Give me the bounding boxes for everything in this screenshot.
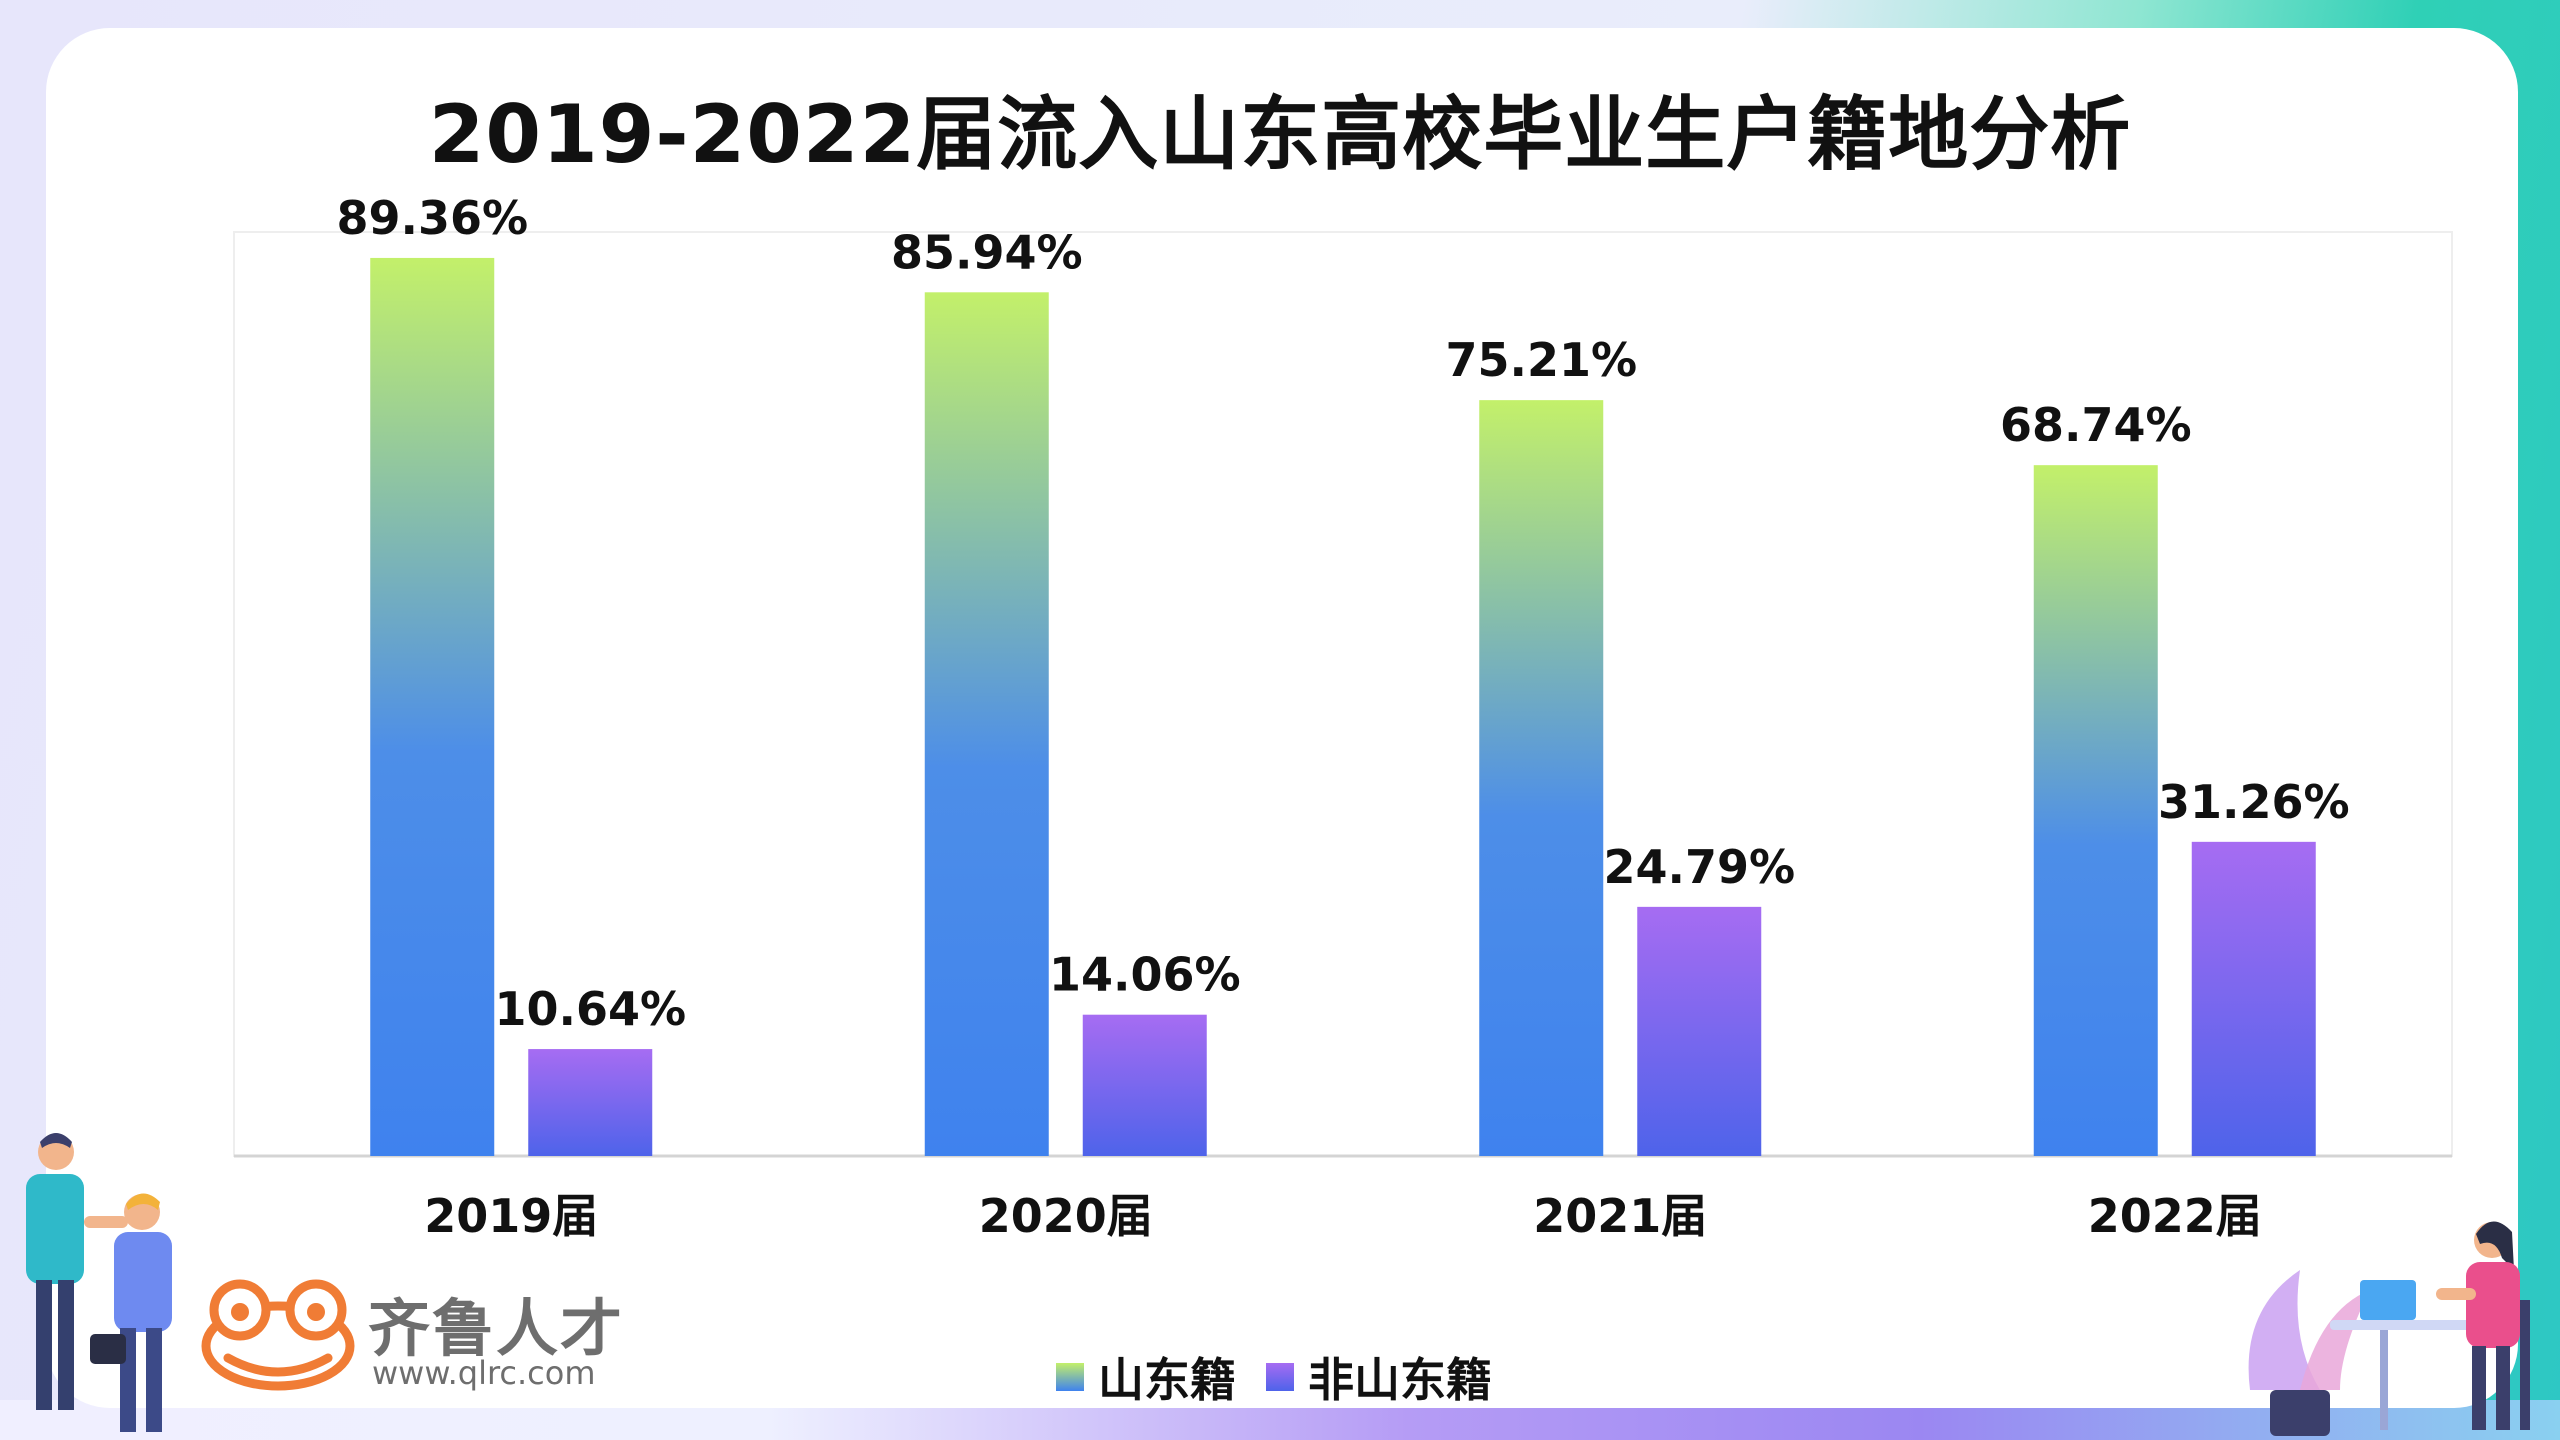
x-tick-label-3: 2022届 xyxy=(2088,1189,2262,1243)
x-tick-label-1: 2020届 xyxy=(979,1189,1153,1243)
logo-url: www.qlrc.com xyxy=(372,1354,596,1392)
woman-at-laptop-illustration xyxy=(2248,1221,2530,1436)
frog-face-icon xyxy=(201,1279,355,1391)
legend-swatch-series-2 xyxy=(1266,1363,1294,1391)
bar-series-1-1 xyxy=(924,292,1049,1157)
logo-name: 齐鲁人才 xyxy=(368,1292,625,1365)
handshake-people-illustration xyxy=(26,1133,172,1432)
legend: 山东籍 非山东籍 xyxy=(1056,1344,1522,1410)
legend-item-series-1: 山东籍 xyxy=(1056,1344,1236,1410)
x-tick-label-2: 2021届 xyxy=(1533,1189,1707,1243)
data-label-series-1-3: 68.74% xyxy=(2000,398,2192,452)
x-tick-label-0: 2019届 xyxy=(424,1189,598,1243)
bar-series-2-2 xyxy=(1637,906,1762,1156)
data-label-series-2-0: 10.64% xyxy=(494,982,686,1036)
chart-title: 2019-2022届流入山东高校毕业生户籍地分析 xyxy=(428,88,2132,181)
legend-label-series-2: 非山东籍 xyxy=(1308,1353,1492,1407)
data-label-series-1-1: 85.94% xyxy=(891,225,1083,279)
legend-item-series-2: 非山东籍 xyxy=(1266,1344,1492,1410)
data-label-series-1-0: 89.36% xyxy=(336,191,528,245)
data-label-series-2-2: 24.79% xyxy=(1603,840,1795,894)
bar-series-2-3 xyxy=(2191,841,2316,1156)
data-label-series-2-1: 14.06% xyxy=(1049,948,1241,1002)
data-label-series-2-3: 31.26% xyxy=(2158,775,2350,829)
legend-swatch-series-1 xyxy=(1056,1363,1084,1391)
bar-series-1-0 xyxy=(370,257,495,1156)
legend-label-series-1: 山东籍 xyxy=(1098,1353,1236,1407)
data-label-series-1-2: 75.21% xyxy=(1445,333,1637,387)
bar-series-2-1 xyxy=(1082,1014,1207,1156)
bar-series-1-3 xyxy=(2033,465,2158,1157)
bar-series-2-0 xyxy=(528,1049,653,1156)
bar-series-1-2 xyxy=(1479,400,1604,1156)
